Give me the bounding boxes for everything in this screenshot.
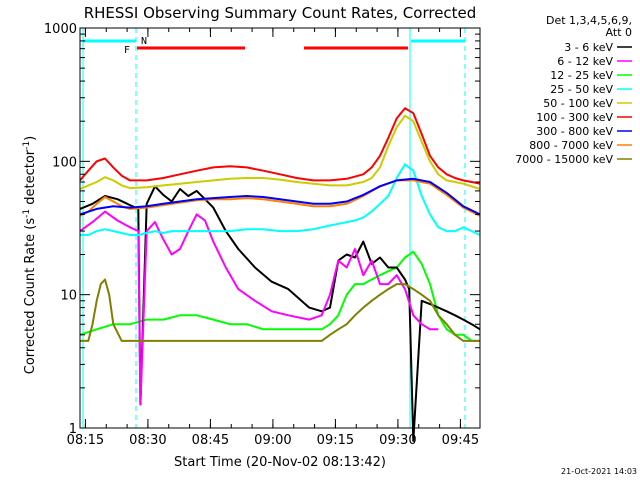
series-line-25-50-kev <box>80 163 481 236</box>
series-line-300-800-kev <box>79 177 481 216</box>
x-tick-label: 08:45 <box>192 433 229 448</box>
night-flag-label: N <box>141 36 147 47</box>
x-tick-label: 09:30 <box>379 433 416 448</box>
legend-label: 3 - 6 keV <box>564 41 613 54</box>
x-tick-label: 09:15 <box>317 433 354 448</box>
series-line-12-25-kev <box>79 250 480 342</box>
series-line-7000-15000-kev <box>80 278 480 342</box>
chart-title: RHESSI Observing Summary Count Rates, Co… <box>84 4 477 22</box>
legend-label: 25 - 50 keV <box>550 83 613 96</box>
y-tick-label: 10 <box>60 289 77 304</box>
flare-flag-label: F <box>124 45 130 56</box>
legend-header-line: Det 1,3,4,5,6,9, <box>546 14 632 27</box>
x-tick-label: 08:15 <box>67 433 104 448</box>
legend-label: 800 - 7000 keV <box>529 139 613 152</box>
y-axis-label-end-sup: -1 <box>22 141 32 150</box>
legend-header-line: Att 0 <box>606 26 632 39</box>
plot-frame <box>79 27 481 429</box>
y-axis-label-close: ) <box>23 136 38 141</box>
y-tick-label: 1000 <box>44 22 77 37</box>
series-line-100-300-kev <box>79 107 481 185</box>
plot-area: FN <box>79 27 481 442</box>
y-axis-label-end: detector <box>23 149 38 209</box>
legend-label: 12 - 25 keV <box>550 69 613 82</box>
y-tick-label: 1 <box>69 422 77 437</box>
y-axis-label-sup: -1 <box>22 209 32 218</box>
legend-label: 6 - 12 keV <box>557 55 613 68</box>
x-tick-label: 08:30 <box>129 433 166 448</box>
series-line-50-100-kev <box>79 114 481 190</box>
y-axis-label-main: Corrected Count Rate (s <box>23 218 38 375</box>
x-tick-label: 09:00 <box>254 433 291 448</box>
y-tick-label: 100 <box>52 155 77 170</box>
axis-ticks: 08:15 08:30 08:45 09:00 09:15 09:30 09:45 1 10 10… <box>44 22 480 448</box>
legend-label: 100 - 300 keV <box>536 111 613 124</box>
legend-label: 300 - 800 keV <box>536 125 613 138</box>
series-line-3-6-kev <box>79 185 481 442</box>
y-axis-label: Corrected Count Rate (s-1 detector-1) <box>22 136 38 374</box>
legend-label: 50 - 100 keV <box>543 97 613 110</box>
legend-label: 7000 - 15000 keV <box>515 153 613 166</box>
x-tick-label: 09:45 <box>442 433 479 448</box>
x-axis-label: Start Time (20-Nov-02 08:13:42) <box>174 455 386 470</box>
series-line-6-12-kev <box>79 210 439 406</box>
footer-date: 21-Oct-2021 14:03 <box>561 467 637 476</box>
